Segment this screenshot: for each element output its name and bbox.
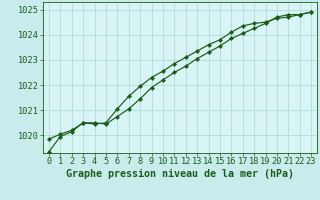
X-axis label: Graphe pression niveau de la mer (hPa): Graphe pression niveau de la mer (hPa)	[66, 169, 294, 179]
